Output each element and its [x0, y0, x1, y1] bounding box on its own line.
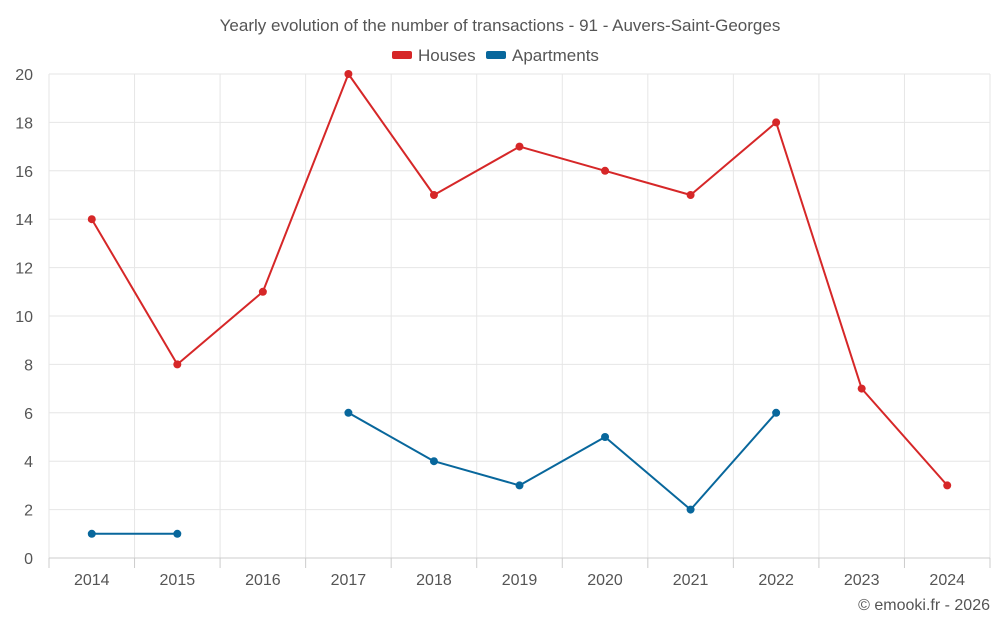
y-tick-label: 20 — [15, 67, 33, 84]
data-point-houses[interactable] — [857, 384, 866, 393]
x-tick-label: 2024 — [929, 572, 965, 589]
chart-title: Yearly evolution of the number of transa… — [220, 16, 781, 35]
legend-item-apartments[interactable]: Apartments — [486, 46, 599, 65]
data-point-apartments[interactable] — [772, 408, 781, 417]
data-point-houses[interactable] — [429, 191, 438, 199]
series-layer — [87, 70, 952, 538]
data-point-houses[interactable] — [258, 287, 267, 296]
y-tick-label: 4 — [24, 454, 33, 471]
data-point-houses[interactable] — [344, 70, 353, 78]
legend-swatch — [392, 51, 412, 59]
legend-swatch — [486, 51, 506, 59]
x-tick-label: 2023 — [844, 572, 880, 589]
series-apartments — [87, 408, 781, 538]
data-point-apartments[interactable] — [344, 408, 353, 417]
x-tick-label: 2020 — [587, 572, 623, 589]
y-tick-label: 2 — [24, 503, 33, 520]
credit: © emooki.fr - 2026 — [858, 597, 990, 614]
data-point-apartments[interactable] — [601, 433, 610, 441]
axes: 0 2 4 6 8 10 12 14 16 18 20 2014 2015 2016 2017 2018 201… — [15, 67, 991, 589]
data-point-houses[interactable] — [515, 142, 524, 151]
y-tick-label: 18 — [15, 115, 33, 132]
x-tick-label: 2014 — [74, 572, 110, 589]
y-tick-label: 16 — [15, 164, 33, 181]
series-line-apartments — [347, 411, 777, 511]
data-point-apartments[interactable] — [515, 481, 524, 490]
y-tick-label: 8 — [24, 357, 33, 374]
legend-label: Houses — [418, 46, 476, 65]
data-point-apartments[interactable] — [686, 505, 695, 514]
data-point-houses[interactable] — [943, 481, 952, 490]
legend-label: Apartments — [512, 46, 599, 65]
y-tick-label: 10 — [15, 309, 33, 326]
data-point-houses[interactable] — [772, 118, 781, 127]
y-tick-label: 14 — [15, 212, 33, 229]
data-point-houses[interactable] — [601, 166, 610, 175]
legend: Houses Apartments — [392, 46, 599, 65]
series-houses — [87, 70, 952, 490]
data-point-houses[interactable] — [173, 360, 182, 369]
x-tick-label: 2018 — [416, 572, 452, 589]
x-tick-label: 2016 — [245, 572, 281, 589]
y-tick-label: 6 — [24, 406, 33, 423]
x-tick-label: 2019 — [502, 572, 538, 589]
data-point-houses[interactable] — [686, 191, 695, 199]
x-tick-label: 2022 — [758, 572, 794, 589]
x-tick-label: 2021 — [673, 572, 709, 589]
y-tick-label: 0 — [24, 551, 33, 568]
y-tick-label: 12 — [15, 261, 33, 278]
x-tick-label: 2017 — [331, 572, 367, 589]
data-point-apartments[interactable] — [87, 529, 96, 538]
data-point-apartments[interactable] — [429, 457, 438, 466]
data-point-houses[interactable] — [87, 215, 96, 224]
data-point-apartments[interactable] — [173, 529, 182, 538]
legend-item-houses[interactable]: Houses — [392, 46, 476, 65]
x-tick-label: 2015 — [160, 572, 196, 589]
grid — [48, 73, 991, 558]
